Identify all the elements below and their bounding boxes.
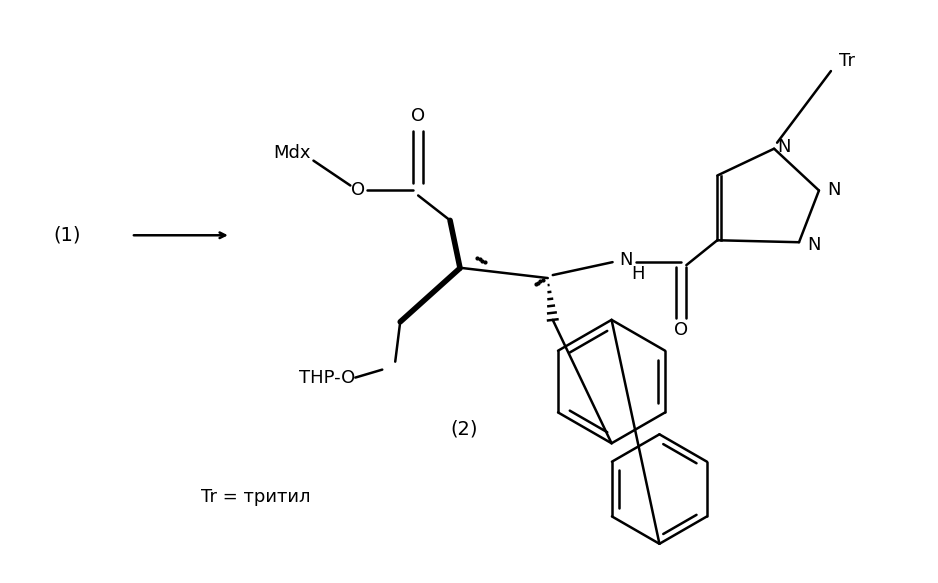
- Text: O: O: [351, 181, 366, 199]
- Text: Tr: Tr: [839, 52, 855, 70]
- Text: (2): (2): [450, 420, 477, 439]
- Text: N: N: [807, 236, 821, 254]
- Text: O: O: [674, 321, 688, 339]
- Text: THP-O: THP-O: [299, 368, 356, 387]
- Text: O: O: [411, 107, 425, 125]
- Text: (1): (1): [53, 226, 81, 245]
- Text: Mdx: Mdx: [273, 143, 310, 161]
- Text: N: N: [777, 138, 791, 156]
- Text: N: N: [620, 251, 633, 269]
- Text: H: H: [631, 265, 645, 283]
- Text: Tr = тритил: Tr = тритил: [201, 488, 310, 506]
- Text: N: N: [827, 181, 840, 199]
